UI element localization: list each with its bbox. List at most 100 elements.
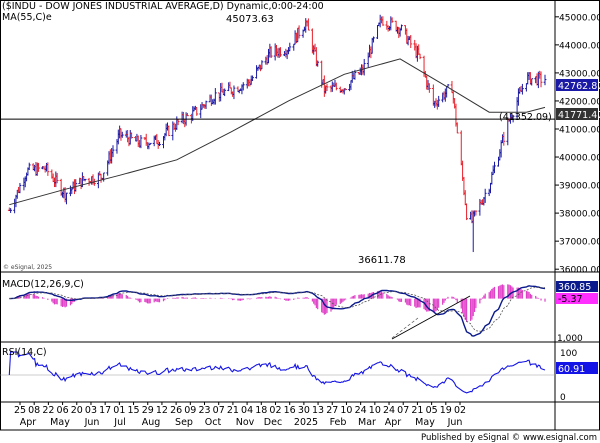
- x-month-label: Apr: [385, 417, 402, 428]
- ohlc-bar: [521, 83, 524, 95]
- x-month-label: Oct: [205, 417, 222, 428]
- rsi-label: RSI(14,C): [2, 347, 47, 358]
- x-day-label: 13: [312, 405, 324, 416]
- ohlc-bar: [130, 132, 134, 139]
- price-tick-label: 39000.00: [559, 182, 600, 192]
- ohlc-bar: [344, 88, 348, 91]
- ohlc-bar: [334, 82, 338, 91]
- price-tick-label: 37000.00: [559, 238, 600, 248]
- ohlc-bar: [493, 161, 496, 174]
- x-month-label: Nov: [236, 417, 255, 428]
- ohlc-bar: [465, 203, 468, 221]
- x-month-label: Apr: [20, 417, 37, 428]
- x-day-label: 25: [14, 405, 26, 416]
- ohlc-bar: [186, 112, 189, 117]
- ohlc-bar: [288, 42, 292, 52]
- ohlc-bar: [195, 107, 199, 116]
- ohlc-bar: [269, 46, 273, 59]
- price-tick-label: 36000.00: [559, 266, 600, 276]
- x-day-label: 12: [156, 405, 168, 416]
- x-day-label: 15: [128, 405, 140, 416]
- ohlc-bar: [102, 172, 106, 182]
- rsi-value: 60.91: [558, 364, 585, 375]
- x-month-label: Jul: [113, 417, 125, 428]
- last-price-value: 42762.87: [558, 81, 600, 92]
- x-month-label: 2025: [294, 417, 318, 428]
- x-day-label: 02: [454, 405, 466, 416]
- ma-55-line: [9, 58, 546, 206]
- x-day-label: 07: [213, 405, 225, 416]
- ohlc-bar: [455, 122, 459, 134]
- ohlc-bar: [148, 142, 152, 146]
- last-price-tag: 42762.87: [556, 79, 600, 92]
- x-day-label: 18: [255, 405, 267, 416]
- ohlc-bar: [167, 125, 171, 137]
- esignal-copyright: © eSignal, 2025: [3, 264, 52, 271]
- x-day-label: 10: [340, 405, 352, 416]
- hist-value: -5.37: [558, 294, 583, 305]
- ohlc-bar: [83, 178, 87, 182]
- ohlc-bar: [316, 60, 320, 67]
- x-axis-months: Apr May Jun Jul Aug Sep Oct Nov Dec 2025 Feb Mar Apr…: [20, 417, 463, 428]
- ohlc-bar: [232, 85, 236, 100]
- ohlc-bar: [390, 17, 394, 23]
- ohlc-bar: [502, 131, 506, 146]
- ohlc-bar: [372, 36, 375, 43]
- x-day-label: 21: [227, 405, 239, 416]
- ma-legend-label: MA(55,C)e: [2, 12, 52, 23]
- x-month-label: Aug: [142, 417, 161, 428]
- x-day-label: 30: [298, 405, 310, 416]
- ohlc-bar: [525, 83, 528, 92]
- rsi-line: [8, 351, 546, 394]
- ohlc-bar: [474, 210, 478, 216]
- x-day-label: 06: [57, 405, 69, 416]
- x-day-label: 04: [241, 405, 253, 416]
- hist-value-tag: -5.37: [556, 293, 598, 305]
- ohlc-bar: [74, 179, 78, 192]
- ma-value: 41771.47: [558, 110, 600, 121]
- ohlc-bar: [37, 162, 40, 172]
- x-day-label: 29: [142, 405, 154, 416]
- macd-histogram: [10, 284, 546, 322]
- ohlc-bar: [543, 74, 547, 86]
- rsi-axis-tick-0: 0: [560, 393, 566, 403]
- price-tick-label: 42000.00: [559, 97, 600, 107]
- ohlc-bar: [381, 16, 385, 26]
- ohlc-bar: [409, 35, 413, 48]
- rsi-value-tag: 60.91: [556, 362, 598, 375]
- ohlc-bar: [213, 88, 217, 105]
- ohlc-bar: [292, 43, 296, 51]
- ohlc-bar: [120, 131, 124, 138]
- ohlc-bar: [9, 208, 13, 213]
- x-month-label: May: [415, 417, 435, 428]
- x-day-label: 10: [369, 405, 381, 416]
- x-day-label: 08: [28, 405, 40, 416]
- ohlc-bar: [139, 134, 143, 149]
- x-day-label: 24: [355, 405, 367, 416]
- footer-credit: Published by eSignal © www.esignal.com: [421, 433, 597, 443]
- ohlc-bar: [437, 95, 441, 107]
- macd-value: 360.85: [558, 282, 591, 293]
- ohlc-bar: [400, 24, 403, 31]
- x-day-label: 24: [383, 405, 395, 416]
- price-tick-label: 43000.00: [559, 69, 600, 79]
- x-day-label: 03: [85, 405, 97, 416]
- ohlc-bar: [18, 182, 22, 194]
- ohlc-bar: [46, 162, 50, 176]
- x-month-label: Jun: [447, 417, 463, 428]
- x-day-label: 22: [42, 405, 54, 416]
- ohlc-bar: [418, 53, 422, 60]
- price-axis: 45000.00 44000.00 43000.00 42000.00 41000.00…: [555, 13, 600, 276]
- ohlc-bar: [362, 58, 366, 76]
- chart-title: ($INDU - DOW JONES INDUSTRIAL AVERAGE,D)…: [2, 1, 324, 12]
- ohlc-bar: [279, 47, 282, 57]
- x-month-label: Sep: [175, 417, 193, 428]
- price-tick-label: 45000.00: [559, 13, 600, 23]
- hline-value-label: (41352.09): [499, 112, 552, 123]
- x-day-label: 05: [426, 405, 438, 416]
- ohlc-bar: [427, 83, 431, 93]
- x-day-label: 21: [411, 405, 423, 416]
- macd-label: MACD(12,26,9,C): [2, 279, 84, 290]
- ohlc-bar: [260, 60, 264, 70]
- ohlc-bar: [176, 119, 180, 126]
